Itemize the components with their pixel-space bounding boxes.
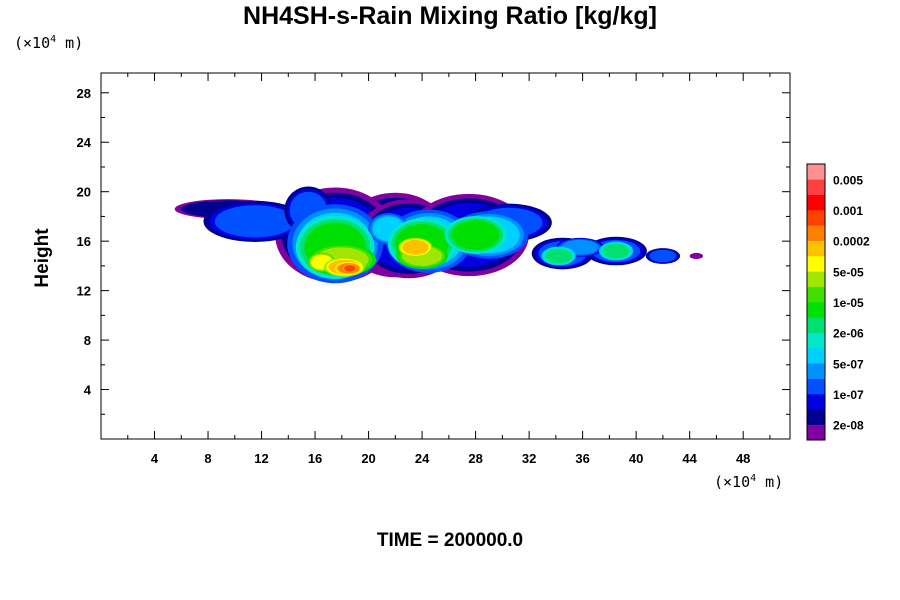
colorbar-swatch-11 xyxy=(807,256,825,272)
y-tick-label-16: 16 xyxy=(77,234,91,249)
colorbar-swatch-7 xyxy=(807,317,825,333)
colorbar-swatch-3 xyxy=(807,378,825,395)
colorbar-swatch-10 xyxy=(807,271,825,287)
x-tick-label-12: 12 xyxy=(254,451,268,466)
colorbar-swatch-8 xyxy=(807,302,825,318)
x-axis-unit: (×104 m) xyxy=(714,473,783,491)
colorbar-swatch-13 xyxy=(807,225,825,241)
colorbar-swatch-16 xyxy=(807,179,825,195)
colorbar-label-3: 2e-06 xyxy=(833,327,864,341)
colorbar-swatch-14 xyxy=(807,210,825,226)
field-blob-22-band-0 xyxy=(451,220,500,250)
x-tick-label-36: 36 xyxy=(575,451,589,466)
y-unit-exponent: 4 xyxy=(50,34,57,45)
colorbar-swatch-17 xyxy=(807,164,825,180)
field-blob-19-band-0 xyxy=(602,243,630,259)
colorbar-swatch-6 xyxy=(807,332,825,349)
colorbar-label-4: 1e-05 xyxy=(833,296,864,310)
colorbar-frame xyxy=(806,163,826,441)
chart-title: NH4SH-s-Rain Mixing Ratio [kg/kg] xyxy=(243,2,657,30)
colorbar-swatch-15 xyxy=(807,194,825,211)
field-blob-29-band-0 xyxy=(344,265,356,272)
field-blob-18-band-0 xyxy=(545,248,572,264)
x-unit-suffix: m) xyxy=(756,473,784,491)
colorbar-label-5: 5e-05 xyxy=(833,265,864,279)
x-tick-label-20: 20 xyxy=(361,451,375,466)
colorbar-swatch-5 xyxy=(807,348,825,364)
time-label: TIME = 200000.0 xyxy=(376,530,524,551)
x-tick-label-4: 4 xyxy=(151,451,159,466)
colorbar-swatch-9 xyxy=(807,286,825,303)
field-blob-12-band-0 xyxy=(649,249,677,263)
colorbar-swatch-12 xyxy=(807,240,825,257)
field-blob-27-band-0 xyxy=(402,239,429,255)
y-tick-label-24: 24 xyxy=(77,135,92,150)
y-tick-label-12: 12 xyxy=(77,284,91,299)
y-axis-label: Height xyxy=(32,228,53,288)
colorbar: 2e-08 1e-07 5e-07 2e-06 1e-05 5e-05 0.0002 0.00… xyxy=(806,163,870,441)
y-tick-label-8: 8 xyxy=(84,333,91,348)
x-tick-label-44: 44 xyxy=(682,451,697,466)
mixing-ratio-field xyxy=(174,186,704,284)
colorbar-swatch-2 xyxy=(807,394,825,410)
y-unit-suffix: m) xyxy=(56,34,84,52)
y-tick-label-20: 20 xyxy=(77,185,91,200)
plot-frame xyxy=(100,72,791,440)
colorbar-label-1: 1e-07 xyxy=(833,388,864,402)
x-tick-label-40: 40 xyxy=(629,451,643,466)
x-tick-label-48: 48 xyxy=(736,451,750,466)
x-tick-label-16: 16 xyxy=(308,451,322,466)
x-unit-exponent: 4 xyxy=(750,473,757,484)
x-tick-label-32: 32 xyxy=(522,451,536,466)
colorbar-label-2: 5e-07 xyxy=(833,357,864,371)
x-tick-label-8: 8 xyxy=(204,451,211,466)
y-tick-label-28: 28 xyxy=(77,86,91,101)
colorbar-label-7: 0.001 xyxy=(833,204,863,218)
x-unit-prefix: (×10 xyxy=(714,473,751,491)
y-axis-unit: (×104 m) xyxy=(14,34,83,52)
y-unit-prefix: (×10 xyxy=(14,34,51,52)
x-tick-label-24: 24 xyxy=(415,451,430,466)
colorbar-label-0: 2e-08 xyxy=(833,419,864,433)
field-blob-7-band-0 xyxy=(214,205,295,238)
colorbar-swatch-0 xyxy=(807,424,825,441)
field-blob-0-band-0 xyxy=(689,252,704,260)
colorbar-label-6: 0.0002 xyxy=(833,235,870,249)
colorbar-swatch-1 xyxy=(807,409,825,425)
x-tick-label-28: 28 xyxy=(468,451,482,466)
y-tick-label-4: 4 xyxy=(84,383,92,398)
colorbar-swatch-4 xyxy=(807,363,825,379)
colorbar-label-8: 0.005 xyxy=(833,173,863,187)
